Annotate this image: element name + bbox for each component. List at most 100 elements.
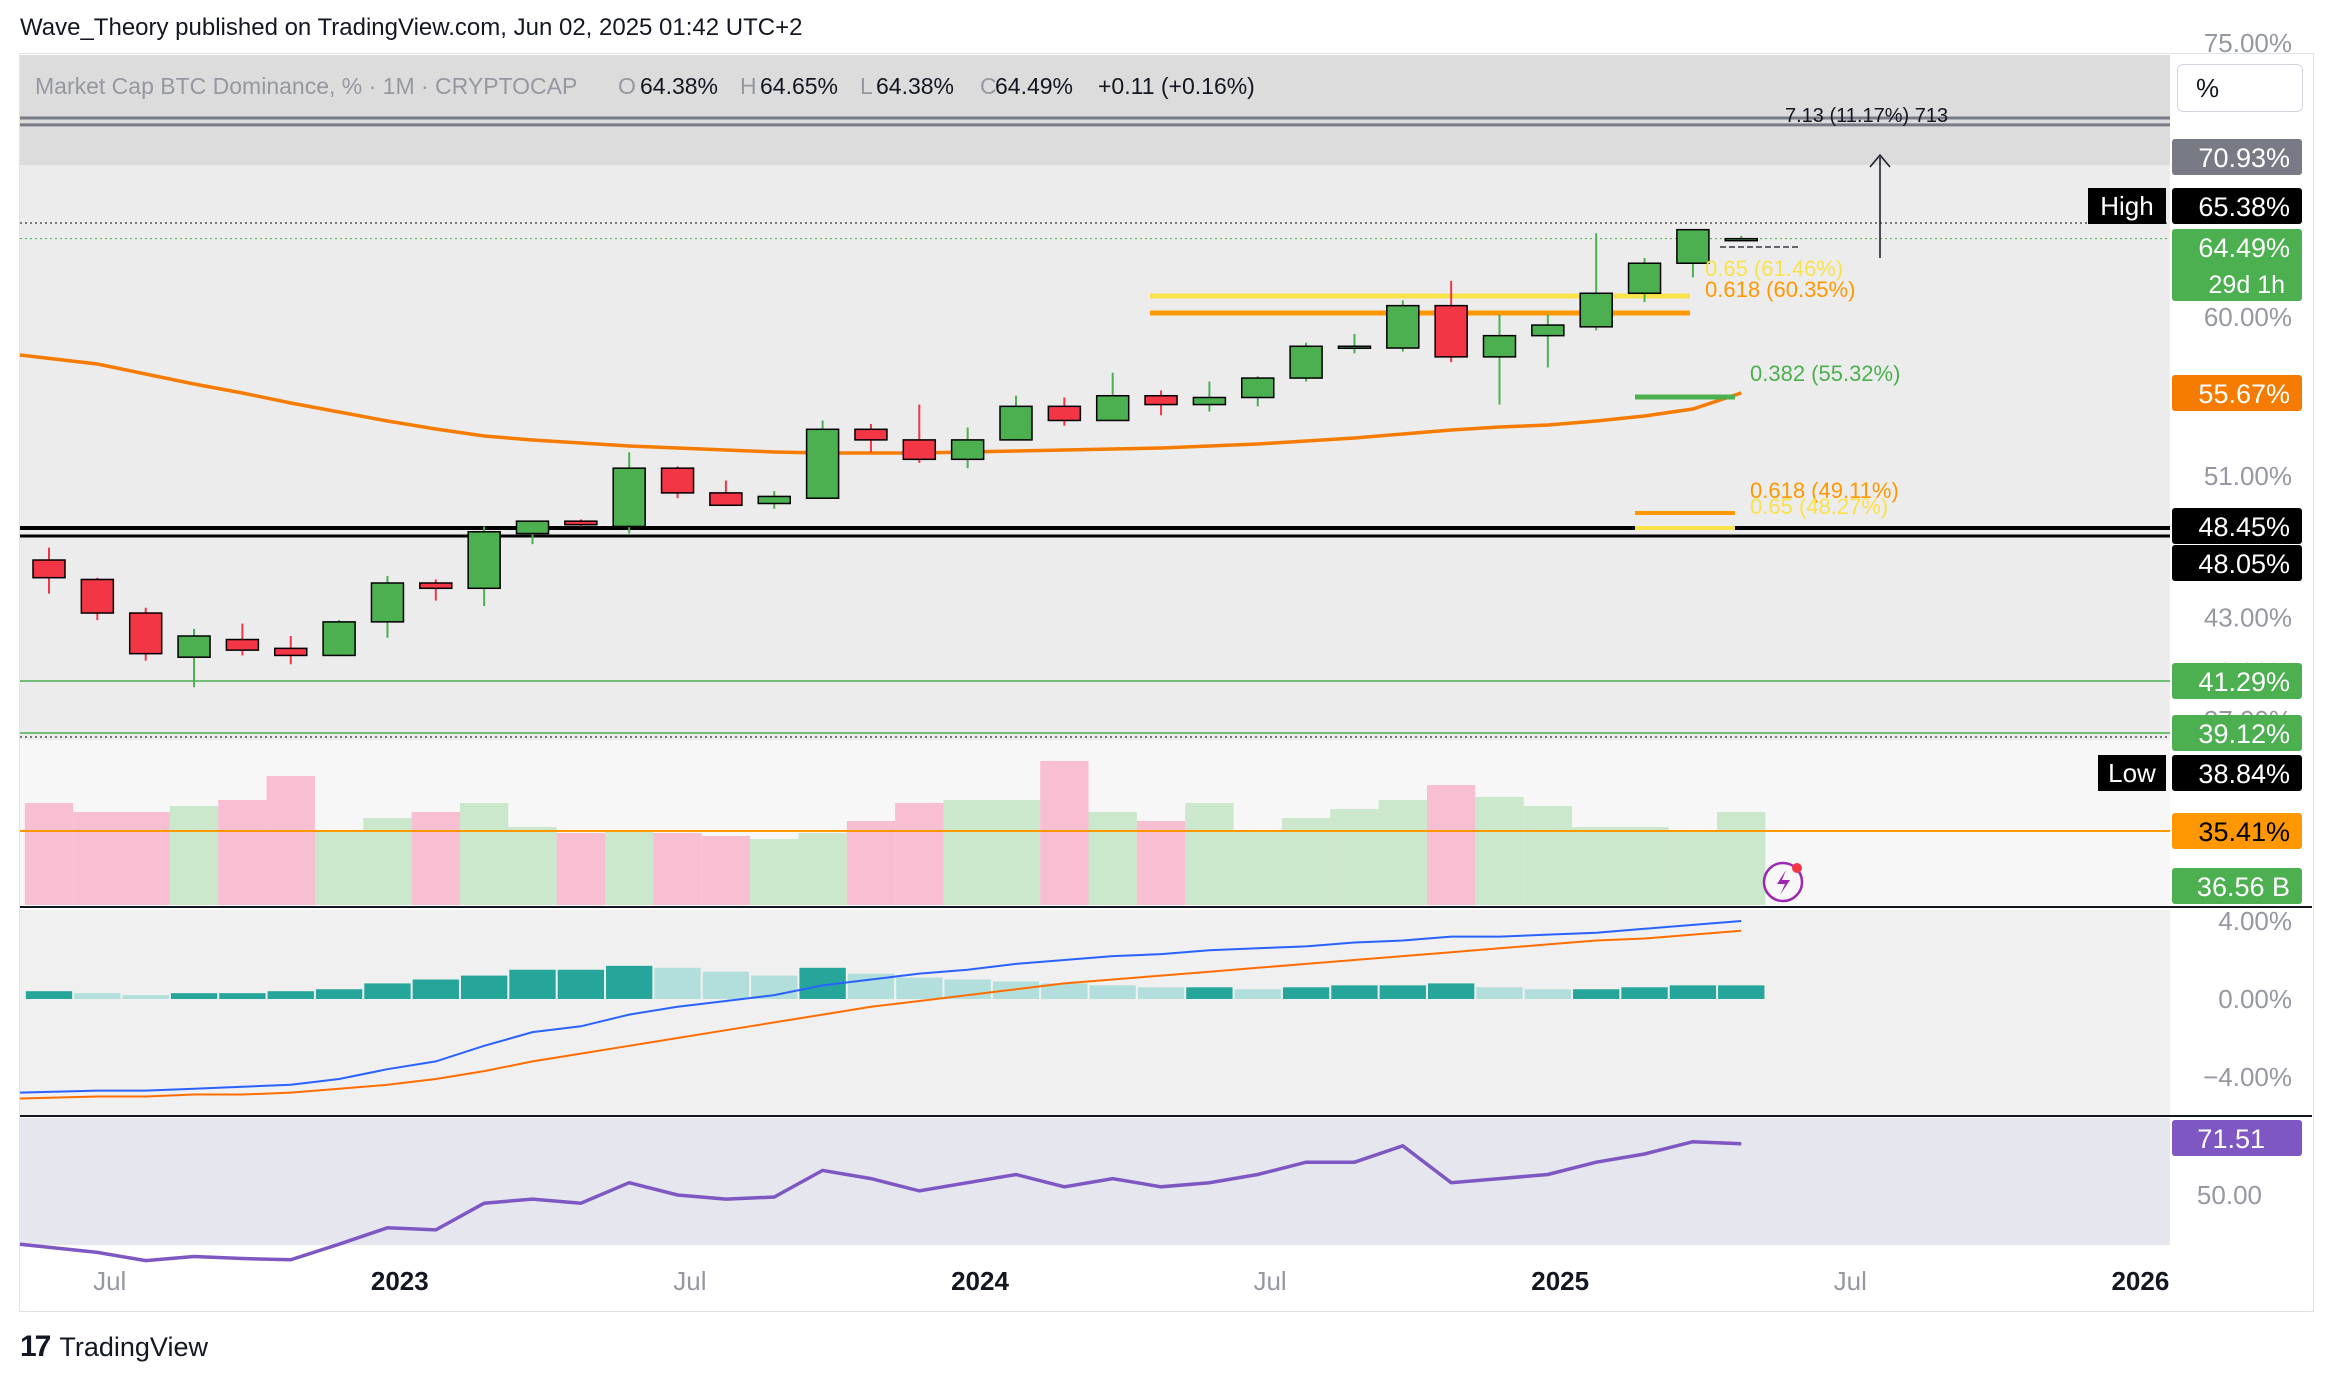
macd-hist-bar xyxy=(557,969,605,999)
time-tick: Jul xyxy=(1253,1266,1286,1296)
macd-line xyxy=(19,920,1742,1094)
price-badge: 55.67% xyxy=(2198,379,2290,409)
volume-bar xyxy=(169,806,219,905)
time-tick: 2025 xyxy=(1531,1266,1589,1296)
price-tick: 51.00% xyxy=(2204,461,2292,491)
price-tick: 43.00% xyxy=(2204,602,2292,632)
volume-bar xyxy=(459,803,509,905)
tradingview-brand: TradingView xyxy=(59,1331,208,1362)
volume-bar xyxy=(1378,800,1427,905)
scale-percent-button[interactable]: % xyxy=(2177,64,2303,112)
lightning-bolt-icon xyxy=(1777,870,1790,895)
volume-bar xyxy=(798,833,847,905)
price-badge: 48.45% xyxy=(2198,512,2290,542)
price-tick: 60.00% xyxy=(2204,302,2292,332)
macd-hist-bar xyxy=(1331,985,1378,999)
legend-value: H xyxy=(740,73,757,99)
rsi-tick: 50.00 xyxy=(2197,1180,2262,1210)
candle-body xyxy=(274,647,308,657)
candle-body xyxy=(1289,345,1323,379)
candle-body xyxy=(1531,324,1565,337)
volume-bar xyxy=(218,800,267,905)
candle-body xyxy=(564,520,598,526)
volume-bar xyxy=(1426,785,1476,905)
price-badge-current-bg xyxy=(2172,229,2302,301)
high-badge: 65.38% xyxy=(2198,192,2290,222)
candle-body xyxy=(32,559,66,579)
legend-value: +0.11 (+0.16%) xyxy=(1098,73,1255,99)
tradingview-logo[interactable]: 17 TradingView xyxy=(20,1330,208,1364)
low-tag-bg xyxy=(2098,755,2166,791)
price-badge-bg xyxy=(2172,813,2302,849)
macd-hist-bar xyxy=(606,965,653,999)
high-tag-bg xyxy=(2088,188,2166,224)
macd-hist-bar xyxy=(267,991,314,999)
volume-bar xyxy=(1523,806,1573,905)
time-tick: Jul xyxy=(93,1266,126,1296)
fib-label: 0.382 (55.32%) xyxy=(1750,361,1900,386)
low-badge: 38.84% xyxy=(2198,759,2290,789)
volume-bar xyxy=(1040,761,1089,905)
volume-bar xyxy=(605,830,654,905)
time-tick: 2024 xyxy=(951,1266,1009,1296)
candle-body xyxy=(1241,377,1275,399)
candle-body xyxy=(1434,304,1468,358)
macd-tick: 0.00% xyxy=(2218,984,2292,1014)
tradingview-mark-icon: 17 xyxy=(20,1330,51,1363)
time-tick: Jul xyxy=(1834,1266,1867,1296)
measure-label: 7.13 (11.17%) 713 xyxy=(1785,105,1948,127)
candle-body xyxy=(854,428,888,441)
candle-body xyxy=(1724,237,1758,242)
candle-body xyxy=(612,467,646,528)
macd-tick: 4.00% xyxy=(2218,906,2292,936)
volume-bar xyxy=(24,803,74,905)
candle-body xyxy=(805,428,840,499)
legend-value: 64.49% xyxy=(995,73,1073,99)
macd-hist-bar xyxy=(315,989,363,999)
low-tag: Low xyxy=(2108,758,2156,788)
volume-bar xyxy=(750,839,799,905)
candle-body xyxy=(1482,334,1517,358)
candle-body xyxy=(1144,394,1178,406)
rsi-line xyxy=(19,1139,1742,1263)
rsi-badge: 71.51 xyxy=(2197,1124,2265,1154)
time-tick: 2023 xyxy=(371,1266,429,1296)
macd-tick: −4.00% xyxy=(2203,1062,2292,1092)
volume-bar xyxy=(314,830,364,905)
candle-body xyxy=(1047,405,1082,422)
macd-hist-bar xyxy=(25,991,73,999)
price-badge-current: 64.49% xyxy=(2198,233,2290,263)
macd-hist-bar xyxy=(170,993,218,999)
price-badge-bg xyxy=(2172,545,2302,581)
candle-body xyxy=(225,638,260,651)
volume-bar xyxy=(73,812,122,905)
macd-hist-bar xyxy=(1282,987,1330,999)
candle-body xyxy=(1337,345,1372,350)
legend-value: 64.38% xyxy=(876,73,954,99)
price-badge: 41.29% xyxy=(2198,667,2290,697)
candle-body xyxy=(1579,292,1613,328)
chart-svg[interactable]: 7.13 (11.17%) 713 0.65 (61.46%)0.618 (60.… xyxy=(0,0,2332,1320)
publisher-header: Wave_Theory published on TradingView.com… xyxy=(20,14,803,41)
high-tag: High xyxy=(2100,191,2153,221)
price-badge: 39.12% xyxy=(2198,719,2290,749)
macd-hist-bar xyxy=(1621,987,1668,999)
lightning-icon xyxy=(1762,861,1804,903)
macd-hist-bar xyxy=(412,979,459,999)
legend-value: 64.38% xyxy=(640,73,718,99)
price-badge: 48.05% xyxy=(2198,549,2290,579)
macd-hist-bar xyxy=(654,967,701,999)
macd-hist-bar xyxy=(219,993,266,999)
price-badge-bg xyxy=(2172,663,2302,699)
candle-body xyxy=(709,492,743,507)
macd-hist-bar xyxy=(1137,987,1185,999)
macd-hist-bar xyxy=(896,977,943,999)
macd-hist-bar xyxy=(74,993,121,999)
volume-badge: 36.56 B xyxy=(2197,872,2290,902)
legend-value: C xyxy=(980,73,997,99)
price-badge-bg xyxy=(2172,375,2302,411)
legend-symbol: Market Cap BTC Dominance, % · 1M · CRYPT… xyxy=(35,73,577,99)
volume-bar xyxy=(1572,827,1621,905)
candle-body xyxy=(757,495,791,505)
macd-hist-bar xyxy=(1573,989,1620,999)
